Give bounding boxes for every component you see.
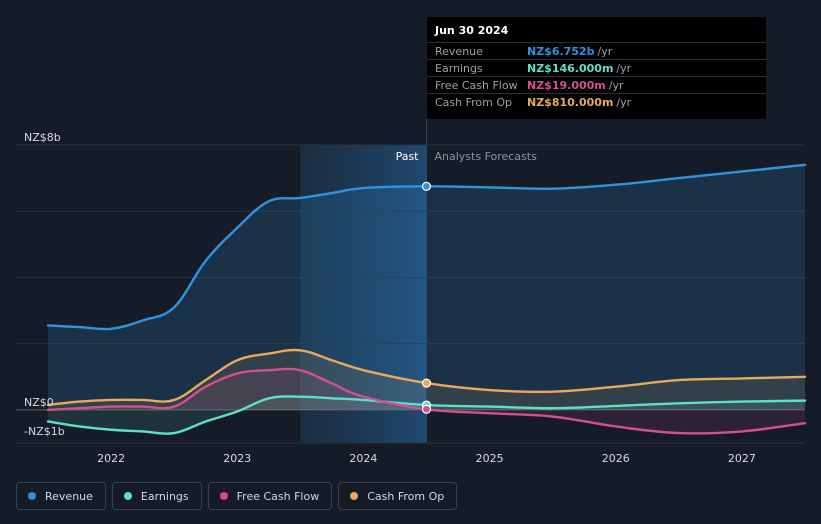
free-cash-flow-area bbox=[48, 368, 805, 434]
cash-from-op-area bbox=[48, 349, 805, 410]
y-tick-label: NZ$8b bbox=[24, 131, 61, 144]
legend-label: Earnings bbox=[140, 489, 189, 503]
tooltip-value: NZ$19.000m/yr bbox=[527, 79, 624, 92]
legend-label: Revenue bbox=[45, 489, 93, 503]
tooltip-row-revenue: Revenue NZ$6.752b/yr bbox=[427, 42, 766, 60]
tooltip-row-free-cash-flow: Free Cash Flow NZ$19.000m/yr bbox=[427, 76, 766, 94]
tooltip-value: NZ$146.000m/yr bbox=[527, 62, 632, 75]
legend-label: Free Cash Flow bbox=[236, 489, 320, 503]
cash-from-op-point bbox=[421, 378, 432, 388]
past-label: Past bbox=[396, 150, 420, 163]
x-tick-label: 2026 bbox=[602, 452, 630, 465]
x-axis-labels: 2022 2023 2024 2025 2026 2027 bbox=[97, 452, 756, 465]
x-tick-label: 2027 bbox=[728, 452, 756, 465]
series-lines bbox=[46, 163, 807, 435]
legend-item-cash-from-op[interactable]: Cash From Op bbox=[338, 482, 458, 510]
cash-from-op-line bbox=[46, 348, 807, 407]
revenue-dot-icon bbox=[28, 492, 36, 500]
gridlines bbox=[16, 144, 805, 444]
tooltip-row-earnings: Earnings NZ$146.000m/yr bbox=[427, 59, 766, 77]
tooltip-value: NZ$6.752b/yr bbox=[527, 45, 613, 58]
x-tick-label: 2024 bbox=[349, 452, 377, 465]
tooltip-value: NZ$810.000m/yr bbox=[527, 96, 632, 109]
tooltip-label: Earnings bbox=[435, 62, 483, 75]
free-cash-flow-point bbox=[421, 404, 432, 414]
forecast-label: Analysts Forecasts bbox=[435, 150, 538, 163]
x-tick-label: 2022 bbox=[97, 452, 125, 465]
highlight-points bbox=[421, 181, 432, 414]
cash-from-op-dot-icon bbox=[350, 492, 359, 500]
tooltip-label: Free Cash Flow bbox=[435, 79, 518, 92]
y-axis-labels: NZ$8b NZ$0 -NZ$1b bbox=[24, 131, 65, 438]
revenue-line bbox=[46, 163, 807, 331]
tooltip-row-cash-from-op: Cash From Op NZ$810.000m/yr bbox=[427, 93, 766, 111]
tooltip-date: Jun 30 2024 bbox=[435, 24, 509, 37]
legend-item-revenue[interactable]: Revenue bbox=[16, 482, 106, 510]
free-cash-flow-line bbox=[46, 367, 807, 435]
free-cash-flow-dot-icon bbox=[219, 492, 228, 500]
x-tick-label: 2025 bbox=[476, 452, 504, 465]
legend-item-free-cash-flow[interactable]: Free Cash Flow bbox=[207, 482, 333, 510]
y-tick-label: -NZ$1b bbox=[24, 425, 65, 438]
x-tick-label: 2023 bbox=[223, 452, 251, 465]
revenue-point bbox=[421, 181, 432, 191]
earnings-line bbox=[46, 395, 807, 435]
tooltip-label: Revenue bbox=[435, 45, 483, 58]
legend: Revenue Earnings Free Cash Flow Cash Fro… bbox=[16, 482, 458, 510]
legend-label: Cash From Op bbox=[367, 489, 445, 503]
tooltip-label: Cash From Op bbox=[435, 96, 513, 109]
earnings-dot-icon bbox=[123, 492, 132, 500]
tooltip: Jun 30 2024 Revenue NZ$6.752b/yr Earning… bbox=[427, 17, 766, 119]
y-tick-label: NZ$0 bbox=[24, 396, 54, 409]
legend-item-earnings[interactable]: Earnings bbox=[111, 482, 202, 510]
